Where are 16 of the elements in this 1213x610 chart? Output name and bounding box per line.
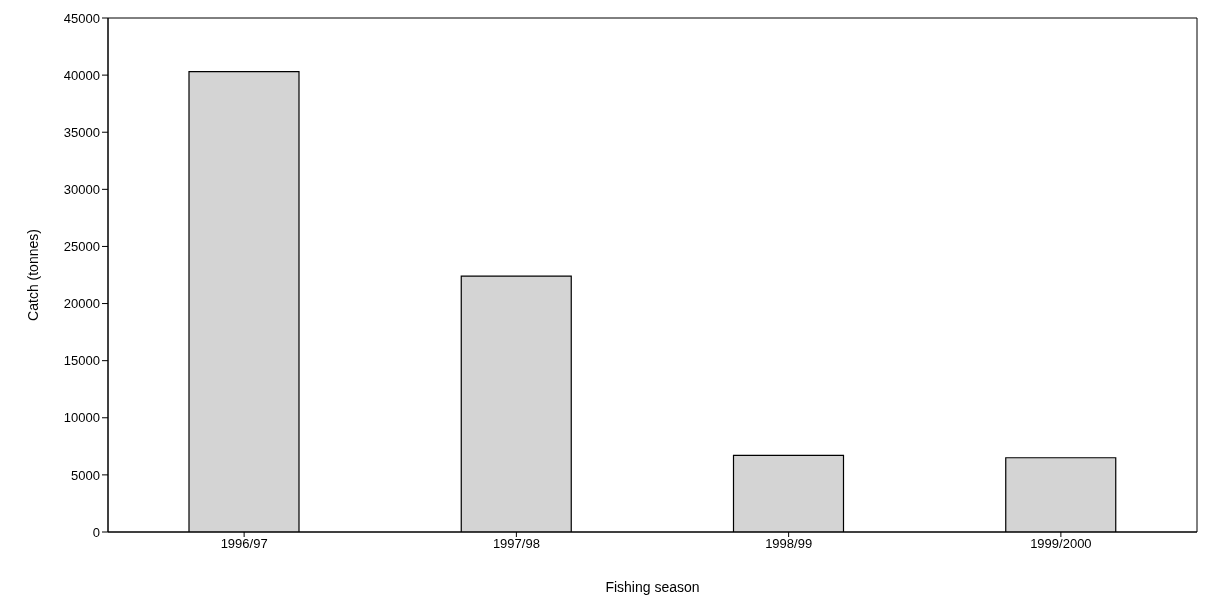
y-tick-label: 25000 [63, 239, 100, 255]
x-tick-label: 1998/99 [765, 536, 813, 552]
x-axis-title: Fishing season [605, 579, 700, 595]
y-tick-label: 35000 [63, 124, 100, 140]
y-tick-label: 5000 [71, 467, 100, 483]
y-tick-label: 0 [92, 524, 100, 540]
y-tick-label: 30000 [63, 181, 100, 197]
y-tick-label: 20000 [63, 296, 100, 312]
x-tick-label: 1999/2000 [1030, 536, 1092, 552]
y-tick-label: 45000 [63, 10, 100, 26]
x-tick-label: 1996/97 [220, 536, 268, 552]
y-tick-label: 15000 [63, 353, 100, 369]
y-tick-label: 10000 [63, 410, 100, 426]
y-axis-title: Catch (tonnes) [24, 229, 41, 321]
x-tick-label: 1997/98 [492, 536, 540, 552]
y-tick-label: 40000 [63, 67, 100, 83]
